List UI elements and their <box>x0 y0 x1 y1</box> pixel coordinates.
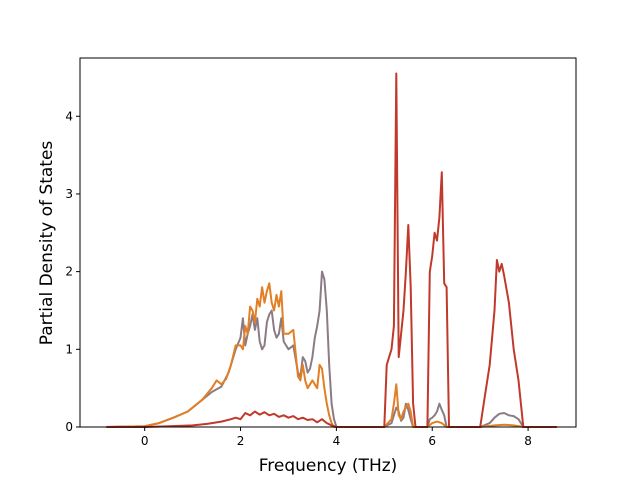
y-axis-label: Partial Density of States <box>37 141 57 346</box>
x-tick-label: 4 <box>333 434 341 448</box>
x-tick-label: 8 <box>524 434 532 448</box>
x-tick-label: 6 <box>428 434 436 448</box>
y-tick-label: 3 <box>65 187 73 201</box>
x-axis-ticks: 0 2 4 6 8 <box>141 427 532 448</box>
y-tick-label: 1 <box>65 342 73 356</box>
y-tick-label: 0 <box>65 420 73 434</box>
x-axis-label: Frequency (THz) <box>259 456 398 476</box>
y-axis-ticks: 0 1 2 3 4 <box>65 109 80 434</box>
x-tick-label: 0 <box>141 434 149 448</box>
series-line-1 <box>106 270 557 428</box>
y-tick-label: 4 <box>65 109 73 123</box>
plot-area-frame <box>79 57 577 428</box>
y-tick-label: 2 <box>65 265 73 279</box>
x-tick-label: 2 <box>237 434 245 448</box>
series-layer <box>106 72 557 428</box>
series-line-2 <box>106 282 557 428</box>
series-line-3 <box>106 72 557 428</box>
